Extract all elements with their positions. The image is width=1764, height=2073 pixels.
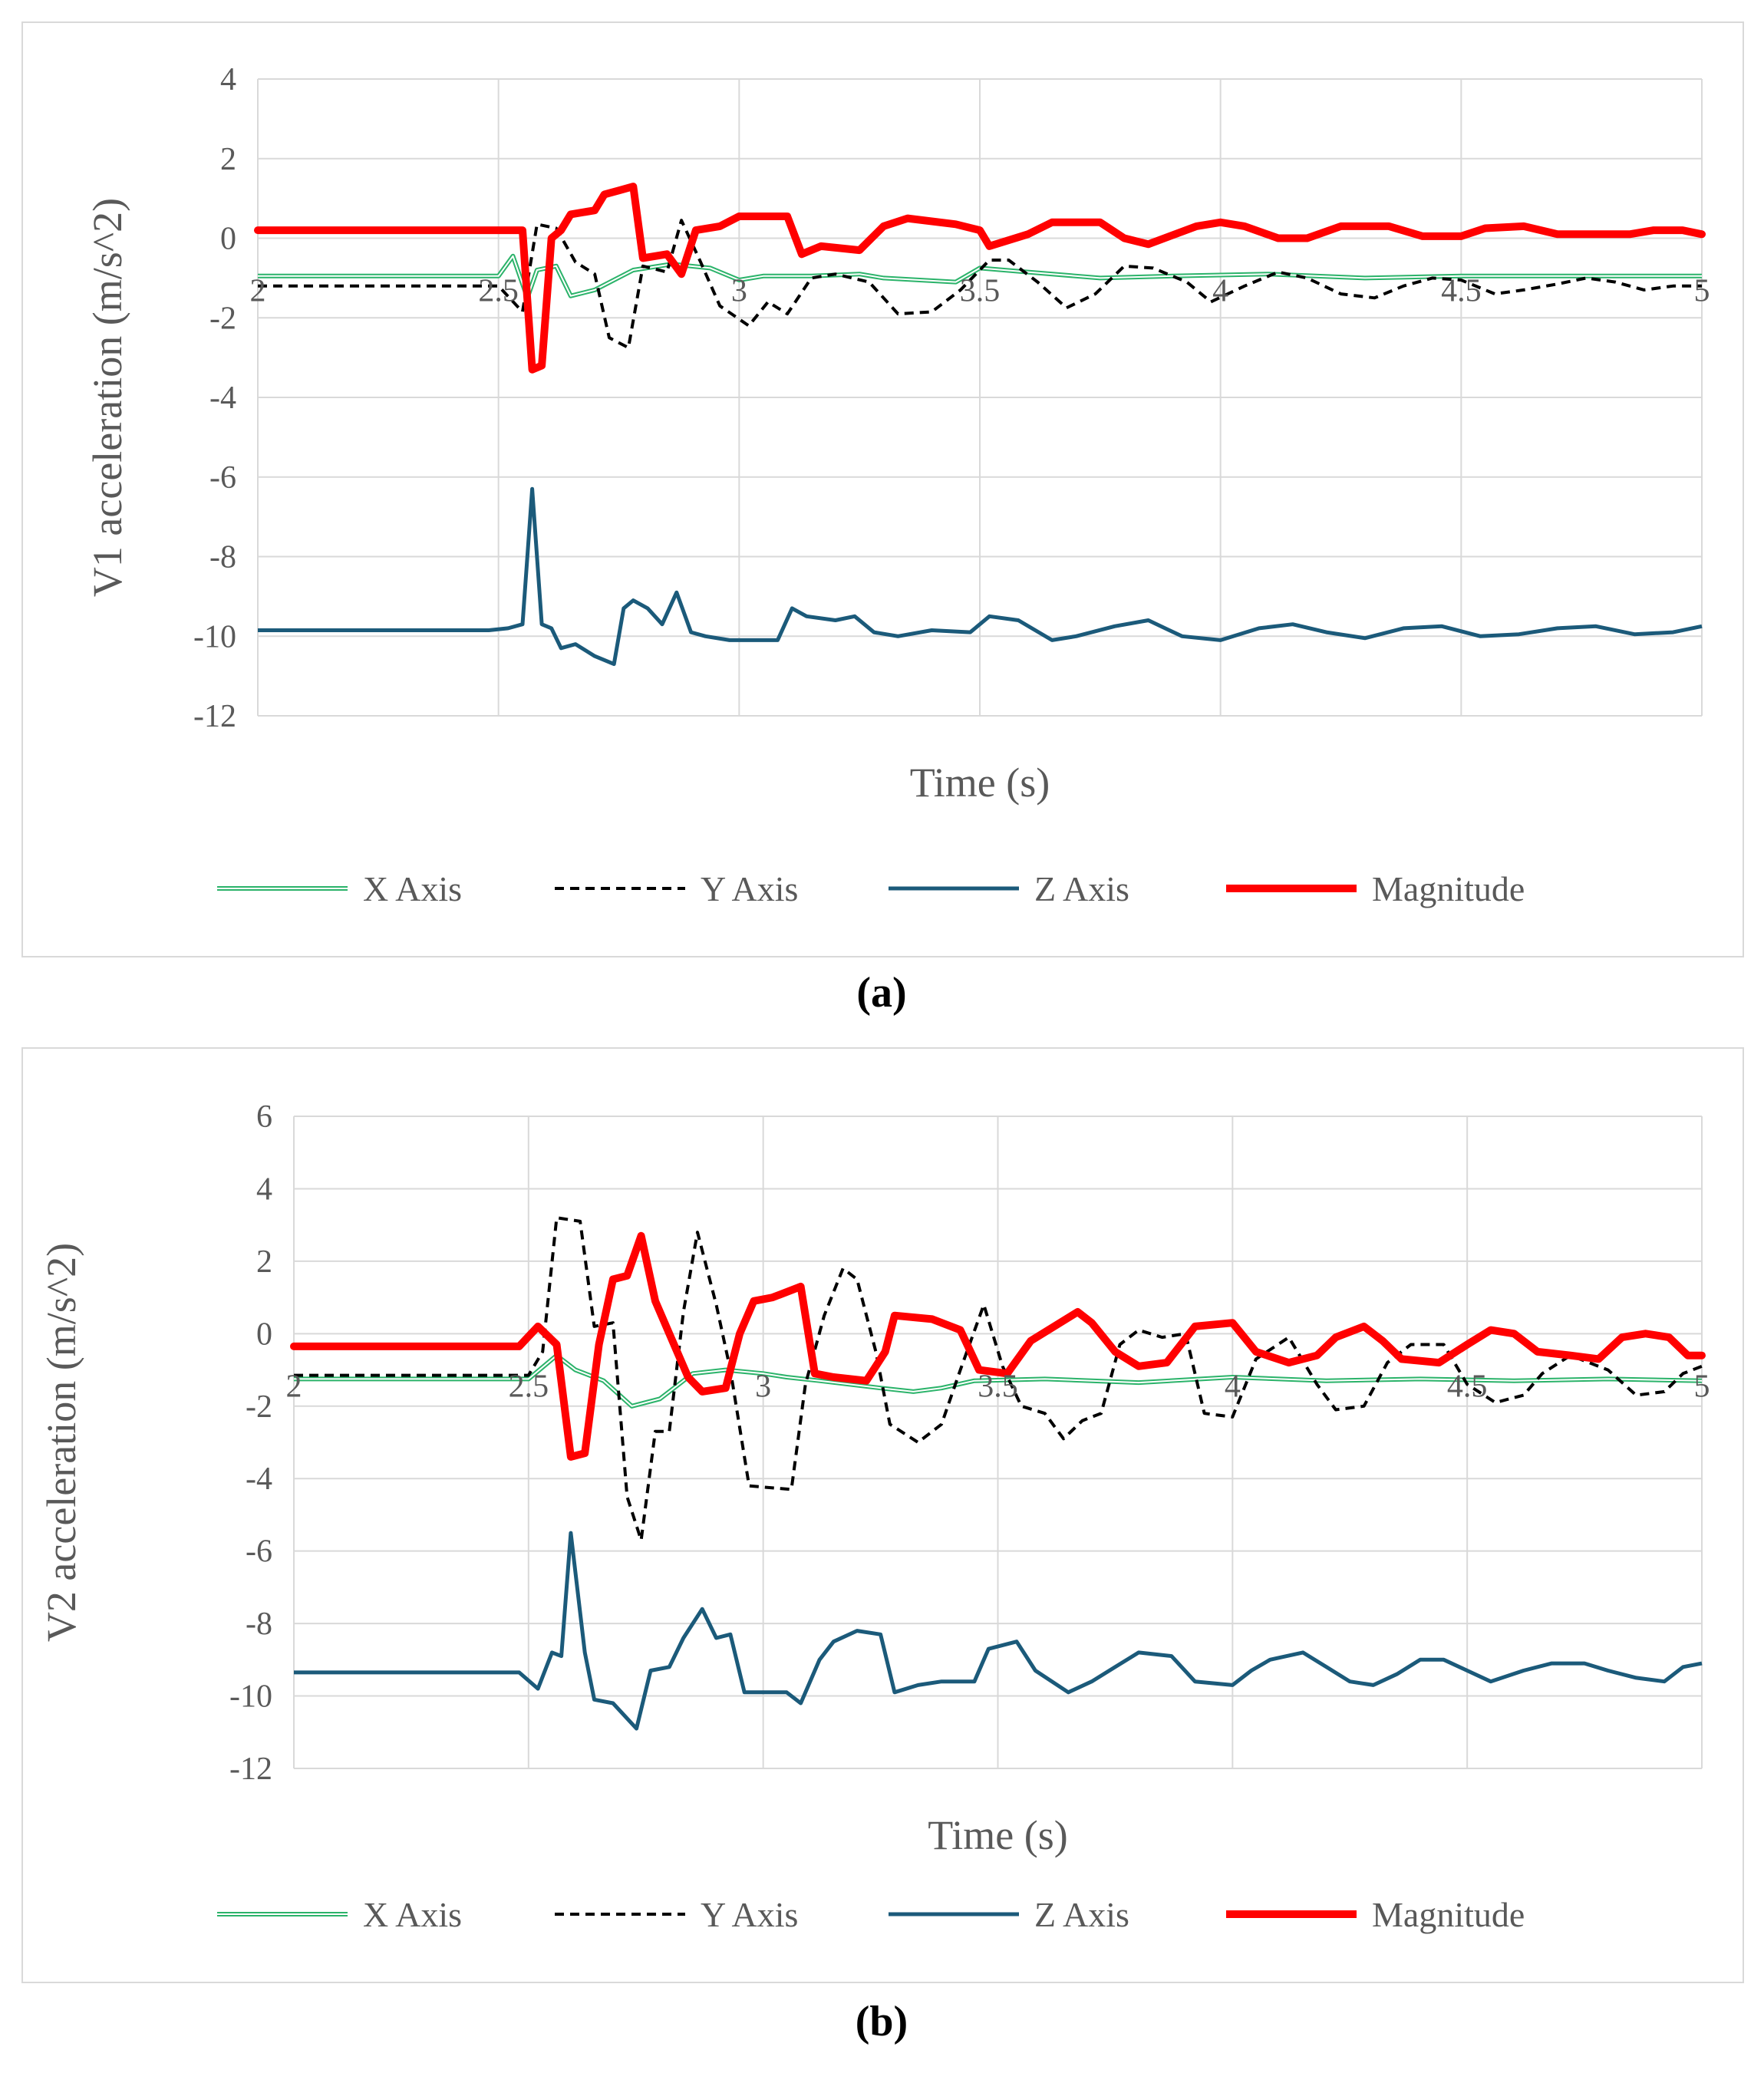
y-axis-title: V2 acceleration (m/s^2) [38,1243,84,1642]
x-axis-title: Time (s) [928,1812,1068,1858]
y-tick-label: -4 [209,381,236,416]
y-tick-label: -2 [209,301,236,336]
y-tick-label: 2 [220,142,236,177]
x-tick-label: 3 [755,1369,771,1404]
series-magnitude [254,183,1706,374]
legend-item: X Axis [217,869,462,908]
series-y-axis [294,1216,1703,1542]
y-tick-label: -10 [193,619,236,654]
legend: X Axis Y Axis Z Axis Magnitude [217,1895,1525,1934]
y-tick-label: -6 [246,1534,272,1570]
y-axis-title: V1 acceleration (m/s^2) [84,198,130,597]
y-tick-label: 4 [220,62,236,97]
caption-a: (a) [856,969,907,1017]
legend-label: Y Axis [701,1895,798,1934]
x-tick-label: 4.5 [1441,274,1482,309]
y-tick-label: 6 [256,1099,272,1135]
x-tick-label: 4.5 [1447,1369,1488,1404]
series-y-axis [258,219,1702,350]
series-line-inner [294,1354,1703,1407]
y-tick-label: -4 [246,1462,272,1497]
legend-item: X Axis [217,1895,462,1934]
legend-label: Magnitude [1372,869,1525,908]
series-line [294,1531,1703,1731]
legend-item: Magnitude [1226,1895,1525,1934]
legend-label: Magnitude [1372,1895,1525,1934]
y-tick-label: -8 [246,1607,272,1642]
series-line [258,486,1703,667]
series-z-axis [294,1531,1703,1731]
series-line [290,1231,1706,1461]
x-tick-label: 2 [286,1369,302,1404]
legend-item: Z Axis [889,1895,1129,1934]
panel-b-frame [21,1047,1744,1983]
x-tick-label: 2.5 [478,274,519,309]
y-tick-label: -10 [229,1679,272,1715]
series-x-axis [258,253,1702,301]
x-tick-label: 2 [250,274,266,309]
series-z-axis [258,486,1703,667]
grid [257,78,1703,717]
y-tick-label: 4 [256,1172,272,1207]
x-tick-label: 4 [1212,274,1228,309]
y-tick-label: 2 [256,1244,272,1280]
x-axis-title: Time (s) [910,760,1050,806]
legend-item: Z Axis [889,869,1129,908]
series-line [254,183,1706,374]
legend-item: Magnitude [1226,869,1525,908]
legend-item: Y Axis [555,1895,798,1934]
x-tick-label: 3.5 [960,274,1001,309]
series-x-axis [294,1353,1703,1409]
x-tick-label: 3.5 [978,1369,1018,1404]
legend-label: Z Axis [1034,1895,1129,1934]
series-line [294,1216,1703,1542]
legend-item: Y Axis [555,869,798,908]
y-tick-label: -8 [209,540,236,575]
y-tick-label: -6 [209,460,236,496]
y-tick-label: -12 [193,699,236,734]
series-line-inner [258,255,1702,299]
x-tick-label: 3 [731,274,747,309]
x-tick-label: 5 [1694,274,1710,309]
panel-a-frame [21,21,1744,957]
legend-label: X Axis [363,1895,462,1934]
caption-b: (b) [855,1998,908,2045]
series-magnitude [290,1231,1706,1461]
x-tick-label: 4 [1225,1369,1241,1404]
grid [293,1116,1703,1769]
x-tick-label: 2.5 [509,1369,549,1404]
y-tick-label: -12 [229,1752,272,1787]
y-tick-label: -2 [246,1389,272,1425]
legend-label: Y Axis [701,869,798,908]
legend-label: Z Axis [1034,869,1129,908]
legend-label: X Axis [363,869,462,908]
x-tick-label: 5 [1694,1369,1710,1404]
y-tick-label: 0 [220,222,236,257]
legend: X Axis Y Axis Z Axis Magnitude [217,869,1525,908]
series-line [258,219,1702,350]
y-tick-label: 0 [256,1317,272,1352]
